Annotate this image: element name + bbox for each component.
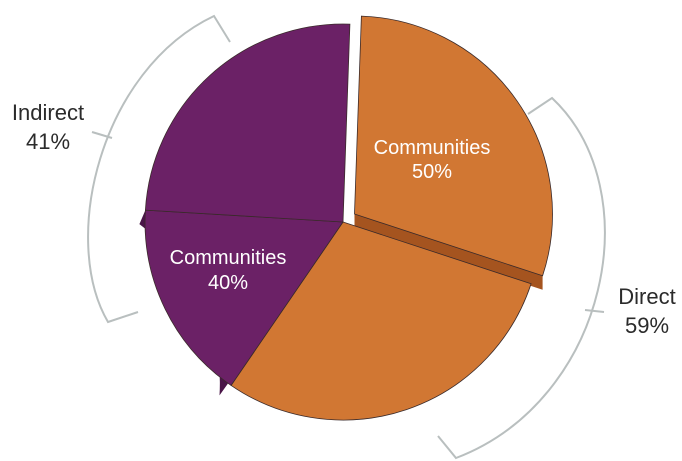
slice-label-indirect-communities: Communities	[170, 247, 287, 269]
bracket-indirect	[87, 14, 231, 324]
pie-slice-direct-other	[230, 221, 532, 421]
bracket-direct-tick	[584, 309, 605, 313]
slice-label-direct-communities: Communities	[374, 137, 491, 159]
group-value-direct: 59%	[625, 313, 669, 338]
bracket-direct	[437, 96, 606, 460]
pie-slice-indirect-communities	[144, 209, 344, 386]
pie-slice-indirect-other	[144, 23, 351, 223]
slice-value-indirect-communities: 40%	[208, 272, 248, 294]
slice-value-direct-communities: 50%	[412, 161, 452, 183]
group-label-direct: Direct	[618, 284, 675, 309]
group-value-indirect: 41%	[26, 129, 70, 154]
pie-slice-direct-communities	[354, 15, 553, 277]
bracket-indirect-tick	[91, 131, 113, 139]
group-label-indirect: Indirect	[12, 100, 84, 125]
pie-depth-direct	[354, 213, 543, 290]
